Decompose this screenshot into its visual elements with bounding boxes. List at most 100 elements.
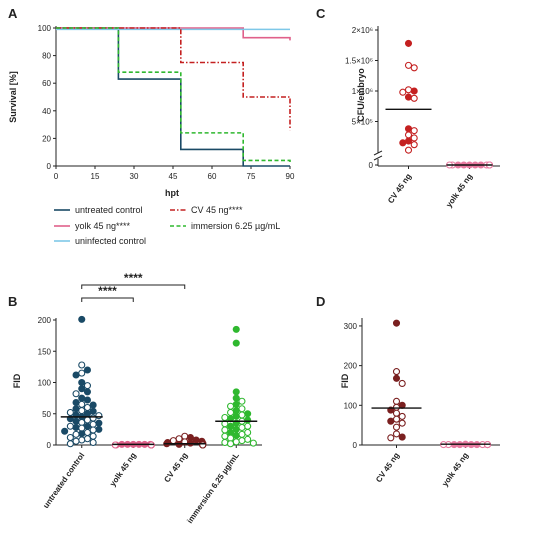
fid-b-point-3-27 bbox=[232, 432, 240, 440]
survival-x-axis-label: hpt bbox=[165, 188, 179, 198]
survival-chart: Survival [%] hpt 0 20 40 60 80 100 0 15 30 45 60 75… bbox=[8, 24, 295, 246]
cfu-y-tick-label: 5×10⁵ bbox=[352, 118, 373, 127]
survival-x-tick-label: 60 bbox=[208, 172, 217, 181]
fid-b-point-3-35 bbox=[227, 440, 235, 448]
fid-b-point-3-5 bbox=[232, 400, 240, 408]
cfu-axis-break-gap bbox=[375, 153, 381, 159]
fid-b-point-0-33 bbox=[72, 423, 80, 432]
fid-b-point-3-13 bbox=[221, 413, 229, 422]
survival-y-tick-label: 0 bbox=[47, 162, 52, 171]
cfu-y-tick-label: 1×10⁶ bbox=[352, 87, 373, 96]
fid-b-point-3-33 bbox=[221, 438, 229, 447]
fid-b-point-0-4 bbox=[72, 371, 80, 379]
fid-b-point-3-7 bbox=[238, 405, 246, 413]
cfu-point-0-0 bbox=[404, 39, 413, 47]
fid-d-category-label: CV 45 ng bbox=[374, 451, 401, 484]
fid-b-category-label: yolk 45 ng bbox=[108, 451, 138, 488]
fid-d-y-tick-label: 300 bbox=[344, 322, 358, 331]
significance-bracket-0 bbox=[81, 297, 134, 302]
fid-d-point-0-2 bbox=[392, 374, 401, 382]
fid-b-point-0-43 bbox=[83, 435, 91, 443]
fid-b-point-0-8 bbox=[83, 388, 91, 396]
cfu-y-tick-label: 1.5×10⁶ bbox=[345, 57, 373, 66]
survival-legend-label-0: untreated control bbox=[75, 205, 143, 215]
fid-b-category-label: immersion 6.25 µg/mL bbox=[185, 451, 241, 525]
fid-d-point-0-9 bbox=[398, 412, 406, 420]
fid-b-point-3-30 bbox=[244, 435, 252, 443]
fid-b-point-0-18 bbox=[89, 407, 97, 415]
fid-d-y-tick-label: 0 bbox=[353, 441, 358, 450]
fid-b-point-0-39 bbox=[78, 430, 86, 438]
cfu-axis-break-mark bbox=[373, 155, 383, 161]
significance-label-0: **** bbox=[98, 284, 117, 298]
survival-legend: untreated control yolk 45 ng**** uninfecte… bbox=[54, 205, 280, 246]
fid-b-point-3-22 bbox=[232, 425, 240, 433]
fid-b-point-3-11 bbox=[238, 411, 246, 419]
cfu-category-label: CV 45 ng bbox=[386, 172, 413, 205]
fid-d-point-0-8 bbox=[392, 409, 401, 417]
fid-b-point-0-22 bbox=[95, 412, 103, 420]
fid-d-point-0-6 bbox=[392, 403, 401, 411]
cfu-y-tick-label: 0 bbox=[369, 161, 374, 170]
fid-b-point-3-4 bbox=[238, 397, 246, 405]
fid-d-point-0-1 bbox=[392, 368, 401, 376]
fid-b-point-3-12 bbox=[232, 412, 240, 420]
survival-x-tick-label: 45 bbox=[169, 172, 178, 181]
fid-b-point-0-24 bbox=[89, 414, 97, 422]
fid-b-point-3-0 bbox=[232, 325, 240, 333]
fid-b-point-3-26 bbox=[238, 430, 246, 438]
survival-y-tick-label: 40 bbox=[42, 107, 51, 116]
fid-b-point-2-17 bbox=[199, 441, 207, 449]
fid-d-y-tick-label: 100 bbox=[344, 401, 358, 410]
cfu-point-0-2 bbox=[410, 64, 418, 72]
fid-b-point-0-11 bbox=[83, 396, 91, 404]
fid-b-point-0-6 bbox=[83, 382, 91, 390]
fid-b-point-3-28 bbox=[221, 432, 229, 440]
fid-b-point-0-15 bbox=[83, 403, 91, 412]
fid-b-point-2-3 bbox=[192, 436, 200, 444]
fid-b-point-0-7 bbox=[78, 385, 86, 393]
fid-b-point-0-46 bbox=[89, 438, 97, 447]
cfu-axis-break-mark bbox=[373, 150, 383, 156]
fid-b-point-3-25 bbox=[244, 428, 252, 437]
survival-y-axis-label: Survival [%] bbox=[8, 71, 18, 123]
cfu-chart: CFU/embryo 0 5×10⁵ 1×10⁶ 1.5×10⁶ 2×10⁶ CV 45 … bbox=[345, 26, 500, 209]
fid-b-point-3-19 bbox=[227, 422, 235, 430]
survival-x-tick-label: 0 bbox=[54, 172, 59, 181]
fid-d-point-0-13 bbox=[392, 423, 401, 431]
survival-legend-label-3: CV 45 ng**** bbox=[191, 205, 243, 215]
fid-d-point-0-10 bbox=[392, 415, 401, 423]
survival-series-line-0 bbox=[56, 27, 290, 167]
survival-y-tick-label: 80 bbox=[42, 52, 51, 61]
fid-b-y-axis-label: FID bbox=[12, 373, 22, 388]
fid-b-point-0-29 bbox=[95, 419, 103, 427]
fid-b-point-0-41 bbox=[89, 432, 97, 440]
significance-label-1: **** bbox=[124, 271, 143, 285]
fid-b-point-0-10 bbox=[78, 394, 86, 402]
fid-b-point-0-9 bbox=[72, 390, 80, 398]
fid-b-point-0-32 bbox=[66, 422, 74, 430]
fid-d-point-0-14 bbox=[392, 430, 401, 438]
fid-b-y-tick-label: 0 bbox=[47, 441, 52, 450]
survival-x-tick-label: 90 bbox=[286, 172, 295, 181]
fid-b-point-0-20 bbox=[83, 410, 91, 418]
fid-b-point-0-0 bbox=[78, 315, 86, 323]
fid-b-y-tick-label: 50 bbox=[42, 410, 51, 419]
fid-b-point-0-27 bbox=[72, 417, 80, 425]
fid-b-point-0-47 bbox=[66, 440, 74, 448]
fid-b-point-0-42 bbox=[66, 433, 74, 442]
fid-b-point-0-5 bbox=[78, 378, 86, 387]
fid-b-point-0-26 bbox=[83, 416, 91, 424]
fid-by-treatment-chart: FID 0 50 100 150 200 untreated control yolk 45… bbox=[12, 271, 262, 525]
fid-d-point-0-12 bbox=[398, 419, 406, 427]
cfu-point-0-3 bbox=[404, 86, 413, 94]
fid-b-point-3-31 bbox=[238, 437, 246, 445]
fid-b-point-0-38 bbox=[83, 428, 91, 437]
fid-b-point-0-19 bbox=[66, 408, 74, 417]
cfu-category-label: yolk 45 ng bbox=[444, 172, 474, 209]
cfu-point-0-12 bbox=[404, 137, 413, 145]
survival-series-line-1 bbox=[56, 27, 291, 41]
fid-b-point-0-31 bbox=[83, 422, 91, 430]
panel-label-d: D bbox=[316, 294, 325, 309]
cfu-point-0-10 bbox=[404, 131, 413, 139]
